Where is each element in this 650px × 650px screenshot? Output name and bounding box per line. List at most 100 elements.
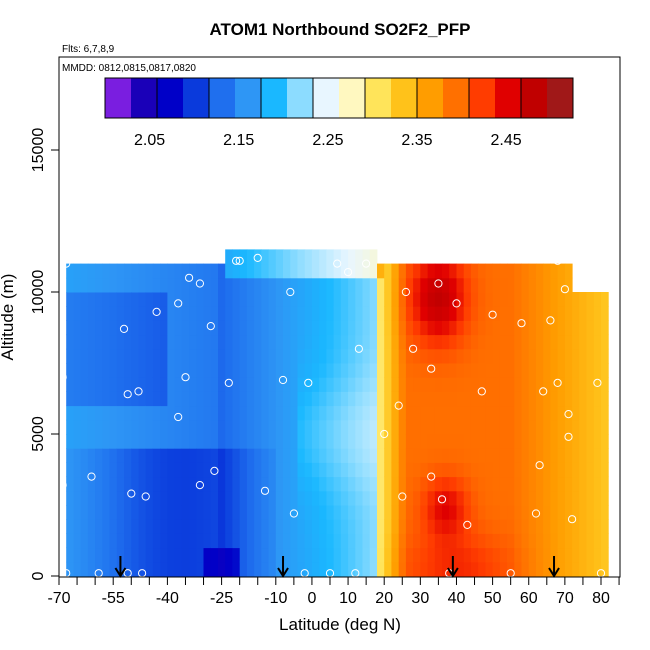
heatmap-cell xyxy=(333,490,342,506)
sample-point xyxy=(58,373,67,382)
heatmap-cell xyxy=(116,348,125,364)
heatmap-cell xyxy=(478,561,486,577)
heatmap-cell xyxy=(189,320,197,336)
heatmap-cell xyxy=(160,505,168,520)
heatmap-cell xyxy=(152,476,161,492)
heatmap-cell xyxy=(181,363,190,378)
heatmap-cell xyxy=(181,306,190,321)
heatmap-cell xyxy=(470,419,479,435)
heatmap-cell xyxy=(564,533,573,549)
heatmap-cell xyxy=(268,292,277,307)
heatmap-cell xyxy=(427,519,436,534)
heatmap-cell xyxy=(80,263,89,279)
heatmap-cell xyxy=(348,363,356,378)
heatmap-cell xyxy=(275,462,284,478)
heatmap-cell xyxy=(391,391,400,407)
heatmap-cell xyxy=(355,277,363,293)
heatmap-cell xyxy=(66,490,74,506)
heatmap-cell xyxy=(319,391,327,407)
colorbar-bin xyxy=(105,78,132,118)
heatmap-cell xyxy=(543,547,551,563)
heatmap-cell xyxy=(246,448,255,463)
sample-point xyxy=(539,387,548,396)
heatmap-cell xyxy=(304,434,313,449)
heatmap-cell xyxy=(225,334,233,350)
heatmap-cell xyxy=(507,363,515,378)
heatmap-cell xyxy=(189,334,197,350)
heatmap-cell xyxy=(557,391,566,407)
heatmap-cell xyxy=(579,348,587,364)
heatmap-cell xyxy=(131,292,139,307)
heatmap-cell xyxy=(362,306,371,321)
heatmap-cell xyxy=(152,348,161,364)
heatmap-cell xyxy=(391,334,400,350)
heatmap-cell xyxy=(413,306,421,321)
heatmap-cell xyxy=(543,490,551,506)
heatmap-cell xyxy=(311,334,320,350)
sample-point xyxy=(58,481,67,490)
heatmap-cell xyxy=(434,292,443,307)
heatmap-cell xyxy=(348,533,356,549)
heatmap-cell xyxy=(420,476,428,492)
heatmap-cell xyxy=(116,462,125,478)
heatmap-cell xyxy=(564,448,573,463)
heatmap-cell xyxy=(478,334,486,350)
heatmap-cell xyxy=(492,277,501,293)
sample-point xyxy=(401,287,410,297)
heatmap-cell xyxy=(232,561,241,577)
heatmap-cell xyxy=(290,490,298,506)
heatmap-cell xyxy=(246,348,255,364)
heatmap-cell xyxy=(138,476,147,492)
heatmap-cell xyxy=(326,505,335,520)
heatmap-cell xyxy=(152,462,161,478)
heatmap-cell xyxy=(145,405,154,421)
heatmap-cell xyxy=(95,334,103,350)
heatmap-cell xyxy=(456,405,465,421)
heatmap-cell xyxy=(225,249,233,265)
heatmap-cell xyxy=(485,462,494,478)
heatmap-cell xyxy=(333,533,342,549)
heatmap-cell xyxy=(225,519,233,534)
heatmap-cell xyxy=(80,277,89,293)
heatmap-cell xyxy=(152,306,161,321)
heatmap-cell xyxy=(369,519,378,534)
heatmap-cell xyxy=(485,434,494,449)
heatmap-cell xyxy=(297,277,306,293)
heatmap-cell xyxy=(391,306,400,321)
heatmap-cell xyxy=(536,263,544,279)
heatmap-cell xyxy=(405,434,414,449)
heatmap-cell xyxy=(434,320,443,336)
heatmap-cell xyxy=(601,334,609,350)
heatmap-cell xyxy=(601,476,609,492)
heatmap-cell xyxy=(124,348,132,364)
heatmap-cell xyxy=(579,533,587,549)
heatmap-cell xyxy=(239,249,248,265)
heatmap-cell xyxy=(514,533,522,549)
heatmap-cell xyxy=(326,249,335,265)
heatmap-cell xyxy=(80,490,89,506)
colorbar-bin xyxy=(547,78,574,118)
heatmap-cell xyxy=(391,419,400,435)
sample-point xyxy=(488,310,497,319)
heatmap-cell xyxy=(138,462,147,478)
heatmap-cell xyxy=(145,490,154,506)
heatmap-cell xyxy=(304,306,313,321)
heatmap-cell xyxy=(391,476,400,492)
heatmap-cell xyxy=(319,377,327,392)
heatmap-cell xyxy=(514,434,522,449)
heatmap-cell xyxy=(261,490,269,506)
heatmap-cell xyxy=(593,519,602,534)
heatmap-cell xyxy=(377,533,385,549)
heatmap-cell xyxy=(572,547,580,563)
heatmap-cell xyxy=(355,519,363,534)
x-tick-label: 30 xyxy=(411,590,429,607)
heatmap-cell xyxy=(543,292,551,307)
heatmap-cell xyxy=(413,405,421,421)
sample-point xyxy=(535,461,544,470)
heatmap-cell xyxy=(304,263,313,279)
heatmap-cell xyxy=(427,292,436,307)
heatmap-cell xyxy=(275,249,284,265)
heatmap-cell xyxy=(311,263,320,279)
heatmap-cell xyxy=(543,505,551,520)
heatmap-cell xyxy=(449,476,457,492)
